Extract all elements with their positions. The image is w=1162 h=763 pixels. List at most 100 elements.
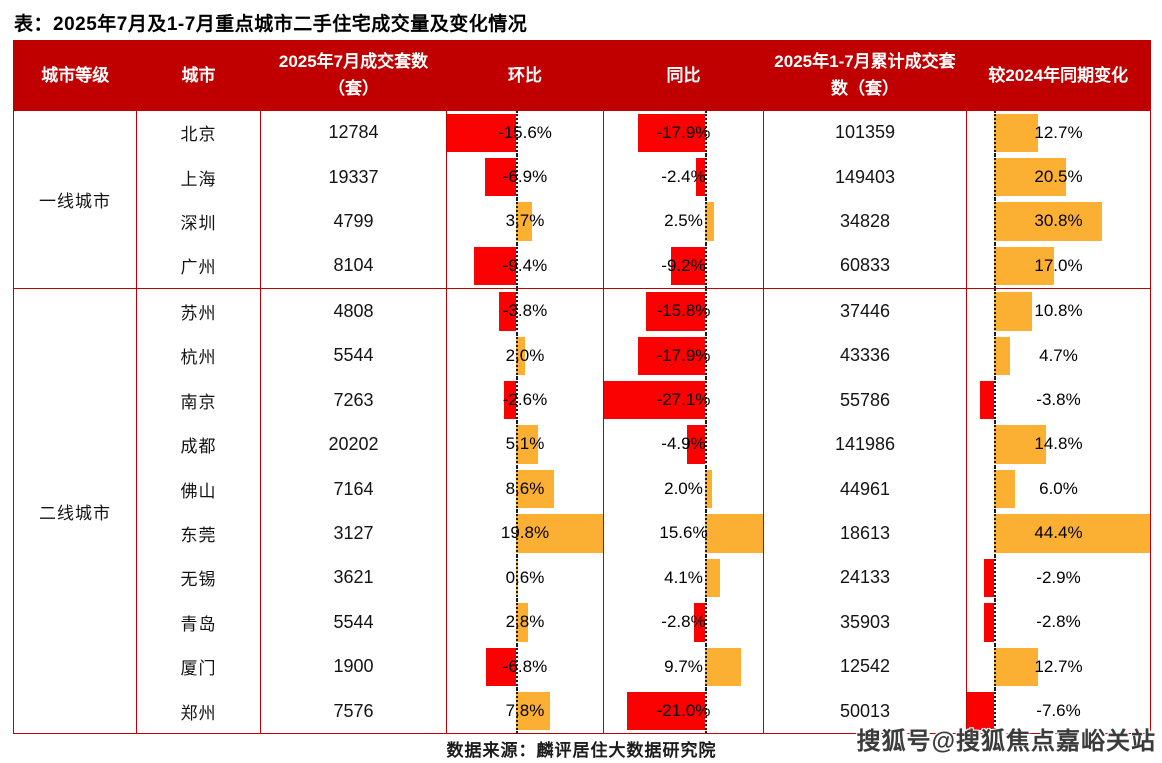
- percent-label: 2.5%: [664, 211, 703, 231]
- bar-chart-area: 2.5%: [604, 199, 763, 244]
- tier-label: 二线城市: [13, 288, 137, 734]
- zero-axis-line: [993, 333, 996, 379]
- data-bar: [980, 381, 994, 420]
- zero-axis-line: [704, 333, 707, 379]
- percent-label: 2.8%: [505, 612, 545, 632]
- cumulative-units-value: 43336: [763, 333, 967, 379]
- header-july-units: 2025年7月成交套数（套）: [260, 40, 447, 111]
- data-bar: [626, 691, 705, 731]
- page-title: 表：2025年7月及1-7月重点城市二手住宅成交量及变化情况: [14, 14, 528, 35]
- yoy-bar-cell: -21.0%: [603, 688, 764, 734]
- bar-chart-area: -15.8%: [604, 289, 763, 334]
- bar-chart-area: -15.6%: [447, 110, 603, 155]
- data-bar: [515, 691, 551, 731]
- zero-axis-line: [993, 600, 996, 645]
- data-bar: [670, 246, 705, 286]
- july-units-value: 8104: [260, 243, 447, 289]
- data-bar: [993, 469, 1015, 509]
- table-row: 广州 8104 -9.4% -9.2% 60833 17.0%: [14, 243, 1151, 289]
- data-bar: [504, 381, 516, 420]
- mom-bar-cell: 5.1%: [446, 422, 604, 467]
- zero-axis-line: [993, 378, 996, 423]
- bar-chart-area: 2.8%: [447, 600, 603, 645]
- bar-chart-area: 0.6%: [447, 555, 603, 601]
- table-row: 上海 19337 -6.9% -2.4% 149403 20.5%: [14, 154, 1151, 200]
- percent-label: -7.6%: [1036, 700, 1081, 720]
- cum-change-bar-cell: -7.6%: [966, 688, 1151, 734]
- header-cumulative: 2025年1-7月累计成交套数（套）: [763, 40, 967, 111]
- data-bar: [993, 113, 1039, 152]
- yoy-bar-cell: -17.9%: [603, 110, 764, 155]
- percent-label: -3.8%: [1036, 390, 1081, 410]
- percent-label: 5.1%: [505, 434, 545, 454]
- percent-label: -2.4%: [661, 166, 706, 186]
- july-units-value: 3621: [260, 555, 447, 601]
- data-bar: [704, 558, 721, 598]
- table-row: 杭州 5544 2.0% -17.9% 43336 4.7%: [14, 333, 1151, 379]
- zero-axis-line: [704, 289, 707, 334]
- bar-chart-area: -9.2%: [604, 243, 763, 289]
- percent-label: 2.0%: [664, 478, 703, 498]
- percent-label: 6.0%: [1039, 478, 1078, 498]
- cum-change-bar-cell: 30.8%: [966, 199, 1151, 244]
- july-units-value: 7576: [260, 688, 447, 734]
- percent-label: 7.8%: [505, 700, 545, 720]
- data-bar: [983, 558, 994, 598]
- percent-label: 9.7%: [664, 656, 703, 676]
- mom-bar-cell: -9.4%: [446, 243, 604, 289]
- data-bar: [515, 603, 529, 642]
- percent-label: 3.7%: [505, 211, 545, 231]
- city-name: 深圳: [136, 199, 261, 244]
- percent-label: 19.8%: [500, 523, 550, 543]
- city-name: 广州: [136, 243, 261, 289]
- zero-axis-line: [993, 199, 996, 244]
- yoy-bar-cell: -27.1%: [603, 378, 764, 423]
- zero-axis-line: [704, 422, 707, 467]
- bar-chart-area: -4.9%: [604, 422, 763, 467]
- percent-label: -2.8%: [1036, 612, 1081, 632]
- zero-axis-line: [704, 378, 707, 423]
- cum-change-bar-cell: 12.7%: [966, 110, 1151, 155]
- data-bar: [993, 647, 1039, 686]
- bar-chart-area: 19.8%: [447, 511, 603, 556]
- data-bar: [695, 157, 705, 197]
- july-units-value: 20202: [260, 422, 447, 467]
- yoy-bar-cell: 2.0%: [603, 466, 764, 512]
- mom-bar-cell: 8.6%: [446, 466, 604, 512]
- watermark: 搜狐号@搜狐焦点嘉峪关站: [856, 728, 1156, 755]
- zero-axis-line: [993, 422, 996, 467]
- yoy-bar-cell: -2.4%: [603, 154, 764, 200]
- percent-label: 20.5%: [1034, 166, 1083, 186]
- cum-change-bar-cell: 14.8%: [966, 422, 1151, 467]
- header-change-vs-2024: 较2024年同期变化: [966, 40, 1151, 111]
- data-bar: [515, 336, 525, 376]
- bar-chart-area: -2.8%: [604, 600, 763, 645]
- zero-axis-line: [704, 688, 707, 734]
- cum-change-bar-cell: -2.9%: [966, 555, 1151, 601]
- zero-axis-line: [993, 110, 996, 155]
- data-bar: [474, 246, 516, 286]
- header-mom: 环比: [446, 40, 604, 111]
- header-row: 城市等级 城市 2025年7月成交套数（套） 环比 同比 2025年1-7月累计…: [13, 40, 1151, 111]
- zero-axis-line: [704, 555, 707, 601]
- city-name: 郑州: [136, 688, 261, 734]
- percent-label: -4.9%: [661, 434, 706, 454]
- cumulative-units-value: 18613: [763, 511, 967, 556]
- percent-label: -17.9%: [656, 122, 711, 142]
- cum-change-bar-cell: 44.4%: [966, 511, 1151, 556]
- cum-change-bar-cell: -3.8%: [966, 378, 1151, 423]
- zero-axis-line: [993, 289, 996, 334]
- percent-label: 12.7%: [1034, 122, 1083, 142]
- bar-chart-area: -6.9%: [447, 154, 603, 200]
- cum-change-bar-cell: 12.7%: [966, 644, 1151, 689]
- percent-label: -17.9%: [656, 345, 711, 365]
- july-units-value: 7164: [260, 466, 447, 512]
- yoy-bar-cell: -9.2%: [603, 243, 764, 289]
- percent-label: 0.6%: [505, 567, 545, 587]
- city-name: 佛山: [136, 466, 261, 512]
- data-bar: [638, 336, 705, 376]
- zero-axis-line: [515, 466, 518, 512]
- data-bar: [447, 113, 516, 152]
- data-bar: [694, 603, 705, 642]
- header-yoy: 同比: [603, 40, 764, 111]
